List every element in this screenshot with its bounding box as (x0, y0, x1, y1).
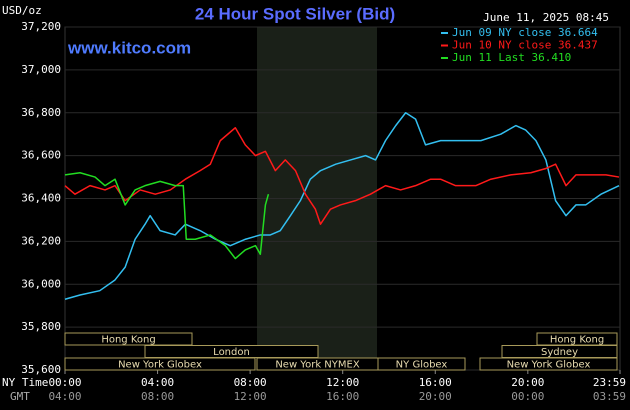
y-tick-label: 36,600 (21, 149, 61, 162)
gmt-tick-label: 20:00 (419, 390, 452, 403)
session-label: NY Globex (396, 360, 448, 371)
session-box (377, 357, 466, 371)
x-tick-label: 04:00 (141, 376, 174, 389)
y-tick-label: 36,000 (21, 277, 61, 290)
y-tick-label: 36,400 (21, 192, 61, 205)
y-tick-label: 35,600 (21, 363, 61, 376)
gmt-tick-label: 16:00 (326, 390, 359, 403)
x-tick-label: 00:00 (48, 376, 81, 389)
gmt-tick-label: 00:00 (511, 390, 544, 403)
source: www.kitco.com (67, 38, 191, 57)
x2-axis-label: GMT (10, 390, 30, 403)
y-tick-label: 36,200 (21, 234, 61, 247)
x-tick-label: 12:00 (326, 376, 359, 389)
x-tick-label: 16:00 (419, 376, 452, 389)
gmt-tick-label: 04:00 (48, 390, 81, 403)
chart-title: 24 Hour Spot Silver (Bid) (195, 4, 395, 23)
gmt-tick-label: 08:00 (141, 390, 174, 403)
x-tick-label: 08:00 (234, 376, 267, 389)
series-line (64, 127, 620, 225)
chart-subtitle: June 11, 2025 08:45 (483, 11, 609, 24)
session-label: New York Globex (118, 360, 202, 371)
session-box (64, 357, 256, 371)
y-tick-label: 37,000 (21, 63, 61, 76)
legend-label: Jun 10 NY close 36.437 (452, 39, 598, 52)
series-line (64, 172, 270, 260)
session-box (64, 332, 193, 346)
session-box (479, 357, 618, 371)
gmt-tick-label: 03:59 (593, 390, 626, 403)
session-label: London (213, 347, 250, 358)
y-axis-label: USD/oz (2, 4, 42, 17)
session-label: Sydney (541, 347, 578, 358)
gmt-tick-label: 12:00 (234, 390, 267, 403)
x-axis-label: NY Time (2, 376, 48, 389)
legend-label: Jun 11 Last 36.410 (452, 51, 571, 64)
y-tick-label: 35,800 (21, 320, 61, 333)
session-label: Hong Kong (550, 335, 604, 346)
session-label: Hong Kong (101, 335, 155, 346)
series-line (64, 112, 620, 300)
y-tick-label: 37,200 (21, 20, 61, 33)
session-label: New York Globex (507, 360, 591, 371)
session-label: New York NYMEX (275, 360, 360, 371)
legend-label: Jun 09 NY close 36.664 (452, 26, 598, 39)
x-tick-label: 23:59 (593, 376, 626, 389)
y-tick-label: 36,800 (21, 106, 61, 119)
x-tick-label: 20:00 (511, 376, 544, 389)
session-box (536, 332, 618, 346)
